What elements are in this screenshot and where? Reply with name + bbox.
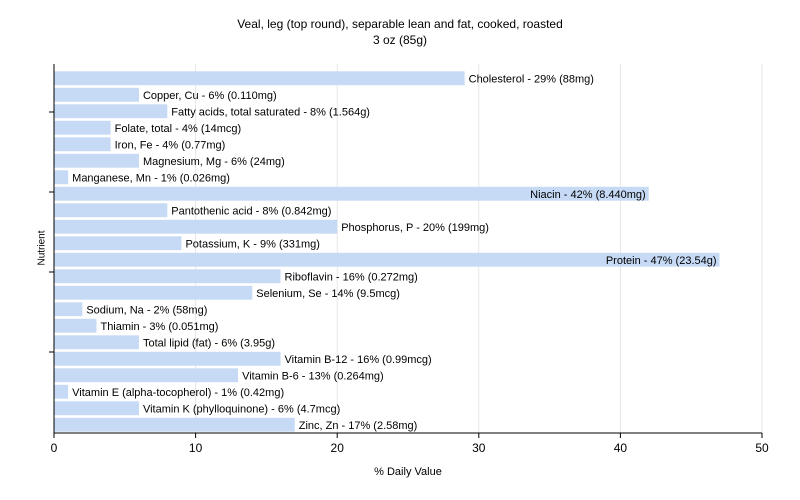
bar	[54, 417, 295, 432]
x-axis-label: % Daily Value	[374, 466, 442, 478]
bar	[54, 335, 139, 350]
bar-data-label: Pantothenic acid - 8% (0.842mg)	[171, 205, 331, 217]
chart-subtitle: 3 oz (85g)	[372, 33, 428, 47]
bar-data-label: Fatty acids, total saturated - 8% (1.564…	[171, 106, 370, 118]
x-tick-label: 0	[51, 441, 58, 455]
bar	[54, 285, 253, 300]
bar-data-label: Vitamin K (phylloquinone) - 6% (4.7mcg)	[143, 403, 340, 415]
bar	[54, 186, 649, 201]
chart-title-line: Veal, leg (top round), separable lean an…	[237, 17, 563, 31]
x-tick-label: 10	[189, 441, 203, 455]
bar	[54, 170, 69, 185]
y-axis-label: Nutrient	[36, 230, 48, 266]
x-tick-label: 50	[755, 441, 769, 455]
bar-data-label: Protein - 47% (23.54g)	[606, 255, 717, 267]
bar	[54, 153, 139, 168]
bar	[54, 120, 111, 135]
bar	[54, 269, 281, 284]
bar-data-label: Phosphorus, P - 20% (199mg)	[341, 222, 489, 234]
bar-data-label: Folate, total - 4% (14mcg)	[115, 123, 242, 135]
bar-data-label: Vitamin E (alpha-tocopherol) - 1% (0.42m…	[72, 387, 284, 399]
bar	[54, 368, 239, 383]
bar	[54, 87, 139, 102]
bar-data-label: Sodium, Na - 2% (58mg)	[86, 304, 207, 316]
x-tick-label: 40	[614, 441, 628, 455]
bar	[54, 104, 168, 119]
bar	[54, 302, 83, 317]
bar-data-label: Potassium, K - 9% (331mg)	[185, 238, 320, 250]
bar-data-label: Selenium, Se - 14% (9.5mcg)	[256, 288, 400, 300]
bar-data-label: Zinc, Zn - 17% (2.58mg)	[299, 420, 418, 432]
bar-data-label: Cholesterol - 29% (88mg)	[469, 73, 594, 85]
bar	[54, 351, 281, 366]
bar-data-label: Manganese, Mn - 1% (0.026mg)	[72, 172, 230, 184]
bar-data-label: Thiamin - 3% (0.051mg)	[100, 321, 218, 333]
bar	[54, 219, 338, 234]
bar-data-label: Total lipid (fat) - 6% (3.95g)	[143, 337, 275, 349]
bar-data-label: Niacin - 42% (8.440mg)	[530, 189, 646, 201]
bar	[54, 71, 465, 86]
bar-data-label: Riboflavin - 16% (0.272mg)	[285, 271, 418, 283]
bar-data-label: Vitamin B-6 - 13% (0.264mg)	[242, 370, 384, 382]
bar	[54, 401, 139, 416]
bar-data-label: Vitamin B-12 - 16% (0.99mcg)	[285, 354, 432, 366]
bar	[54, 252, 720, 267]
x-tick-label: 20	[331, 441, 345, 455]
bar	[54, 137, 111, 152]
bar	[54, 384, 69, 399]
bar	[54, 203, 168, 218]
bar-data-label: Copper, Cu - 6% (0.110mg)	[143, 90, 277, 102]
bar	[54, 318, 97, 333]
chart-title: Veal, leg (top round), separable lean an…	[0, 16, 800, 48]
bar-data-label: Iron, Fe - 4% (0.77mg)	[115, 139, 226, 151]
x-tick-label: 30	[472, 441, 486, 455]
bar	[54, 236, 182, 251]
bar-data-label: Magnesium, Mg - 6% (24mg)	[143, 156, 285, 168]
